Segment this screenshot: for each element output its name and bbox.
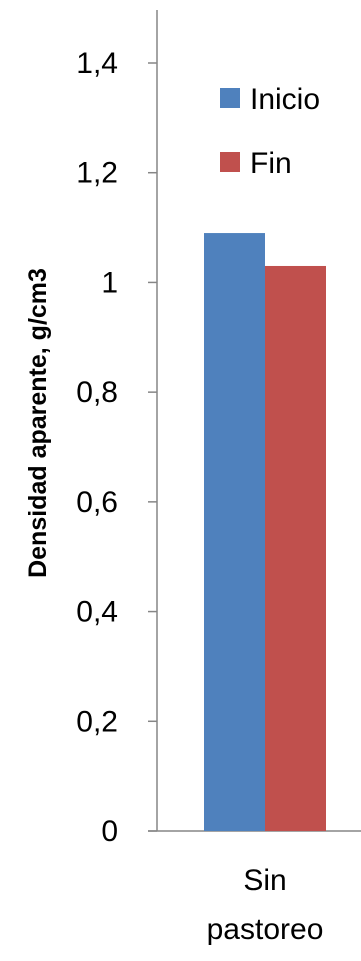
legend-swatch-fin (220, 152, 240, 172)
category-label-line: pastoreo (207, 913, 324, 946)
legend-swatch-inicio (220, 88, 240, 108)
legend: Inicio Fin (220, 83, 320, 180)
bar-fin (265, 265, 326, 831)
y-tick-label: 0,8 (76, 376, 118, 409)
y-tick-label: 1,2 (76, 157, 118, 190)
category-label-line: Sin (243, 864, 286, 897)
y-axis-title: Densidad aparente, g/cm3 (24, 268, 52, 578)
y-tick-label: 0,2 (76, 705, 118, 738)
legend-label-inicio: Inicio (250, 83, 320, 116)
y-tick-label: 0 (101, 815, 118, 848)
x-axis-labels: Sin pastoreo (207, 864, 324, 946)
bar-inicio (204, 233, 265, 832)
y-tick-label: 0,6 (76, 486, 118, 519)
y-tick-label: 1,4 (76, 47, 118, 80)
y-ticks: 0 0,2 0,4 0,6 0,8 1 1,2 1,4 (76, 47, 157, 848)
y-tick-label: 0,4 (76, 596, 118, 629)
y-tick-label: 1 (101, 266, 118, 299)
legend-label-fin: Fin (250, 147, 292, 180)
bars (204, 233, 326, 832)
